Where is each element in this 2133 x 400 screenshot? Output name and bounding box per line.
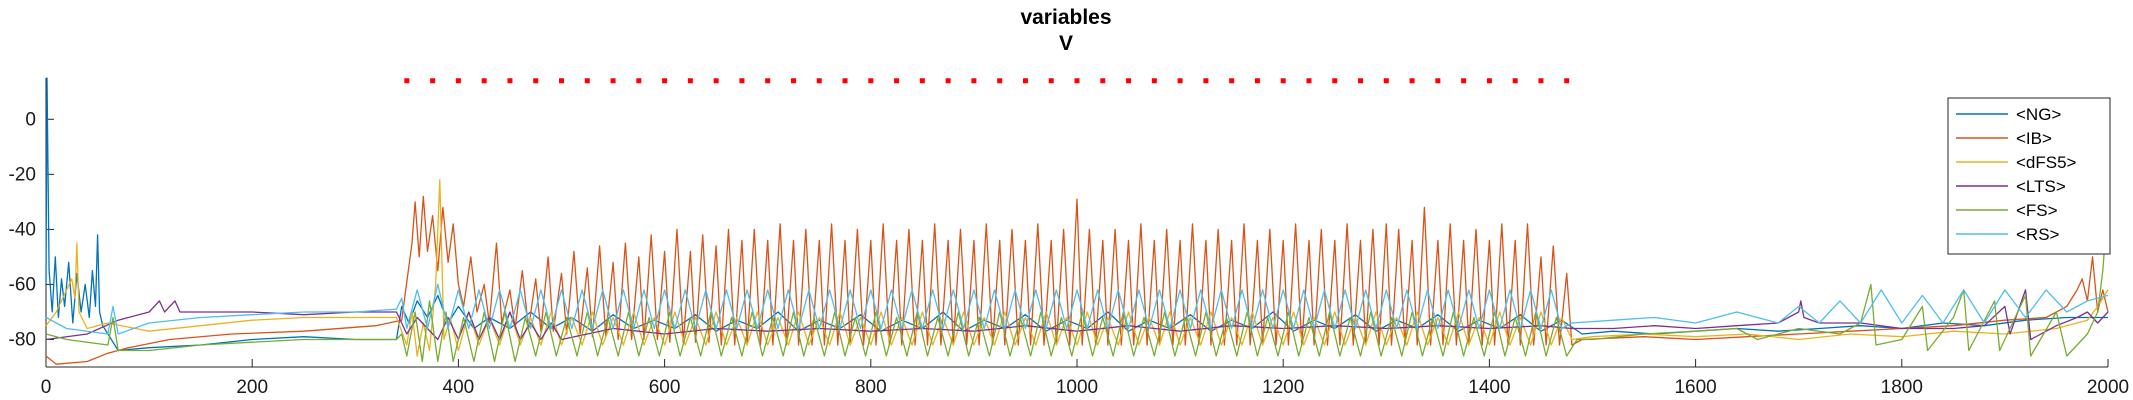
chart-title-line-1: variables <box>1020 6 1111 29</box>
legend-entry-label: <LTS> <box>2016 177 2066 196</box>
marker-dot <box>1048 78 1054 84</box>
y-tick-label: -20 <box>9 164 36 185</box>
series-line-3 <box>45 289 2109 341</box>
series-line-4 <box>45 201 2109 363</box>
red-dot-markers <box>404 78 1570 84</box>
marker-dot <box>1254 78 1260 84</box>
marker-dot <box>1280 78 1286 84</box>
marker-dot <box>868 78 874 84</box>
x-tick-label: 600 <box>649 377 681 398</box>
marker-dot <box>1022 78 1028 84</box>
x-tick-label: 1000 <box>1056 377 1098 398</box>
legend-entry-label: <NG> <box>2016 105 2061 124</box>
marker-dot <box>739 78 745 84</box>
legend-entry-label: <IB> <box>2016 129 2052 148</box>
marker-dot <box>1151 78 1157 84</box>
x-tick-label: 400 <box>443 377 475 398</box>
marker-dot <box>1306 78 1312 84</box>
marker-dot <box>533 78 539 84</box>
marker-dot <box>404 78 410 84</box>
marker-dot <box>610 78 616 84</box>
marker-dot <box>919 78 925 84</box>
x-tick-label: 1200 <box>1262 377 1304 398</box>
plot-axes: 0 200 400 600 800 1000 1200 1400 1600 1800 2000 0 -2… <box>9 78 2129 398</box>
chart-title: variables V <box>1020 6 1111 55</box>
x-tick-label: 800 <box>855 377 887 398</box>
marker-dot <box>687 78 693 84</box>
marker-dot <box>1486 78 1492 84</box>
x-tick-label: 1600 <box>1674 377 1716 398</box>
marker-dot <box>1435 78 1441 84</box>
series-line-5 <box>45 283 2109 335</box>
marker-dot <box>1074 78 1080 84</box>
marker-dot <box>1409 78 1415 84</box>
legend-box <box>1947 97 2111 255</box>
marker-dot <box>1203 78 1209 84</box>
marker-dot <box>636 78 642 84</box>
marker-dot <box>430 78 436 84</box>
marker-dot <box>1100 78 1106 84</box>
marker-dot <box>842 78 848 84</box>
x-tick-label: 2000 <box>2087 377 2129 398</box>
marker-dot <box>584 78 590 84</box>
x-tick-label: 0 <box>41 377 52 398</box>
marker-dot <box>1229 78 1235 84</box>
marker-dot <box>816 78 822 84</box>
legend-entry-label: <FS> <box>2016 201 2058 220</box>
marker-dot <box>765 78 771 84</box>
marker-dot <box>1332 78 1338 84</box>
x-tick-label: 200 <box>236 377 268 398</box>
marker-dot <box>481 78 487 84</box>
x-tick-label: 1800 <box>1881 377 1923 398</box>
marker-dot <box>507 78 513 84</box>
series-line-2 <box>45 179 2109 357</box>
marker-dot <box>1538 78 1544 84</box>
marker-dot <box>1126 78 1132 84</box>
marker-dot <box>662 78 668 84</box>
marker-dot <box>997 78 1003 84</box>
chart-title-line-2: V <box>1059 32 1073 55</box>
y-tick-label: -40 <box>9 219 36 240</box>
marker-dot <box>1177 78 1183 84</box>
marker-dot <box>713 78 719 84</box>
x-tick-label: 1400 <box>1468 377 1510 398</box>
legend-entry-label: <RS> <box>2016 225 2060 244</box>
y-tick-label: 0 <box>25 109 36 130</box>
marker-dot <box>455 78 461 84</box>
series-lines <box>45 77 2109 365</box>
y-tick-label: -80 <box>9 329 36 350</box>
marker-dot <box>790 78 796 84</box>
marker-dot <box>1564 78 1570 84</box>
marker-dot <box>894 78 900 84</box>
marker-dot <box>1461 78 1467 84</box>
marker-dot <box>971 78 977 84</box>
y-tick-label: -60 <box>9 274 36 295</box>
marker-dot <box>945 78 951 84</box>
marker-dot <box>1512 78 1518 84</box>
chart-legend: <NG> <IB> <dFS5> <LTS> <FS> <RS> <box>1947 97 2111 255</box>
legend-entry-label: <dFS5> <box>2016 153 2077 172</box>
marker-dot <box>559 78 564 84</box>
marker-dot <box>1383 78 1389 84</box>
marker-dot <box>1358 78 1364 84</box>
